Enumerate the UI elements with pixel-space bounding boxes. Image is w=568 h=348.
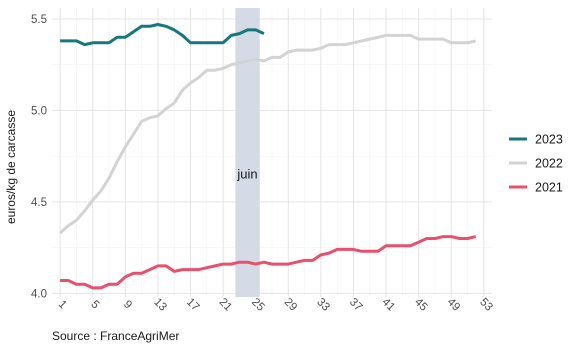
legend-label-2021: 2021: [535, 181, 563, 195]
legend: 2023 2022 2021: [509, 133, 563, 195]
source-caption: Source : FranceAgriMer: [52, 329, 179, 343]
series-line-2022: [59, 33, 477, 235]
highlight-band: [235, 8, 260, 297]
y-tick-label: 4.5: [31, 197, 47, 209]
y-tick-label: 5.5: [31, 14, 47, 26]
grid: [52, 8, 492, 297]
y-tick-label: 4.0: [31, 288, 47, 300]
legend-label-2022: 2022: [535, 157, 563, 171]
series-line-2023: [60, 23, 265, 47]
y-tick-label: 5.0: [31, 105, 47, 117]
series-group: [59, 23, 477, 290]
highlight-label: juin: [236, 166, 257, 181]
legend-label-2023: 2023: [535, 133, 563, 147]
y-tick-labels: 4.0 4.5 5.0 5.5: [31, 14, 47, 300]
series-line-2021: [60, 235, 477, 290]
highlight-band-group: [235, 8, 260, 297]
y-axis-title: euros/kg de carcasse: [4, 110, 18, 224]
